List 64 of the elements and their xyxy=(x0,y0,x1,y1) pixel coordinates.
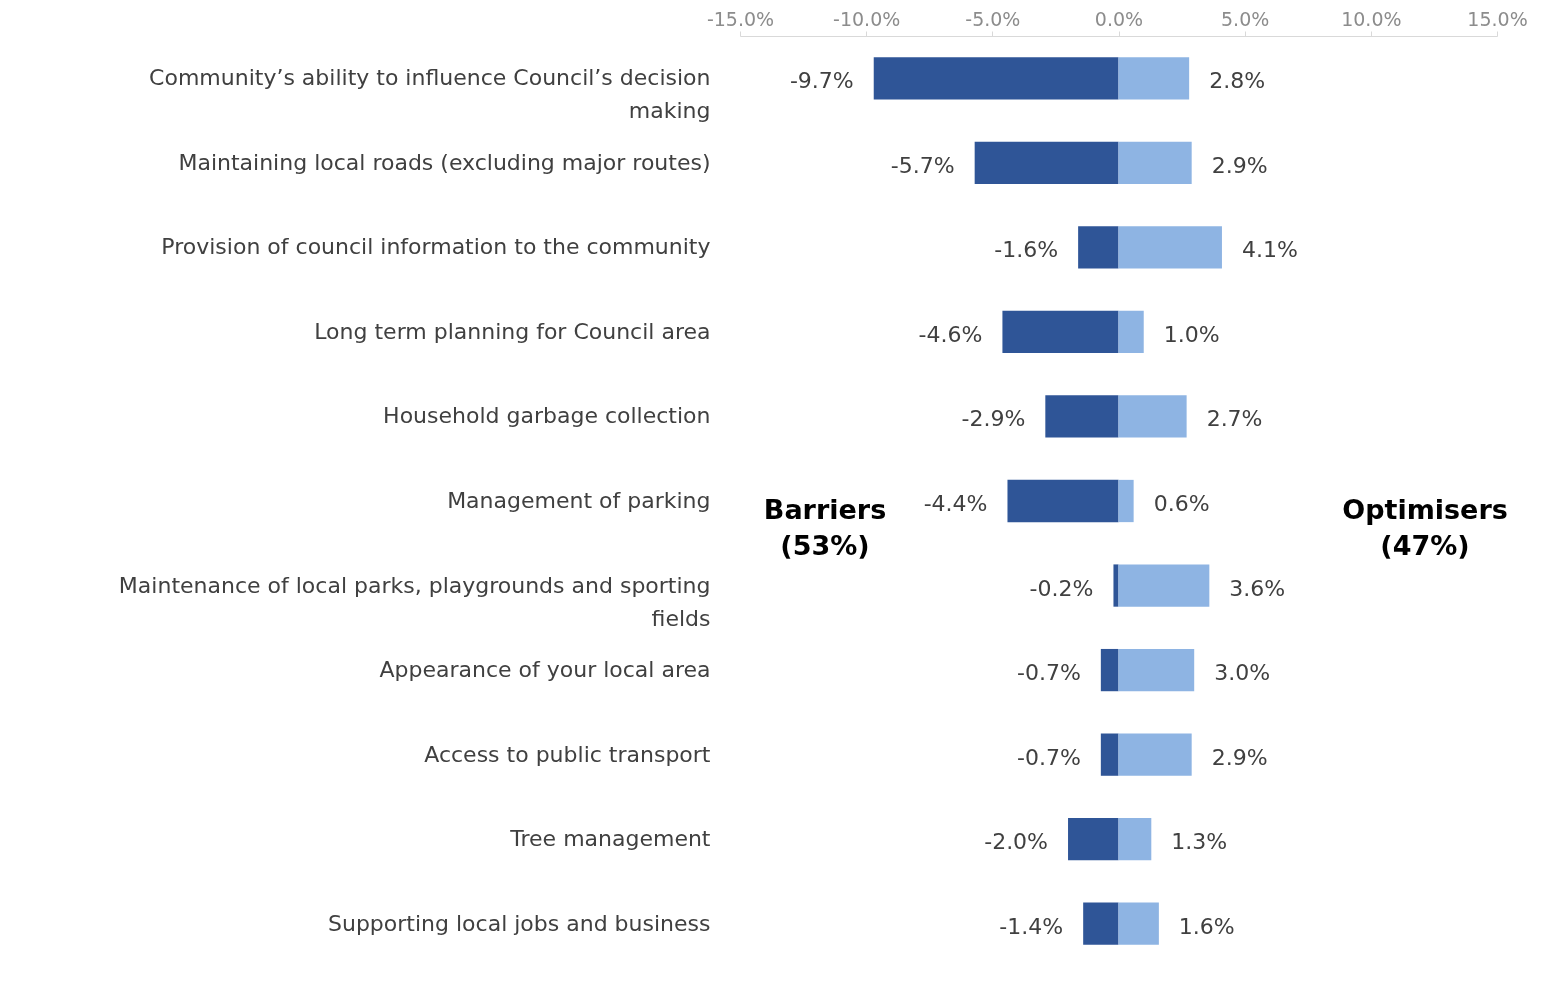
bar xyxy=(1118,818,1152,861)
y-tick-label: Maintaining local roads (excluding major routes) xyxy=(178,149,711,175)
x-tick-label: 5.0% xyxy=(1221,7,1270,30)
data-label: -4.4% xyxy=(923,491,988,516)
data-label: 1.3% xyxy=(1171,829,1228,855)
data-label: 4.1% xyxy=(1241,237,1298,263)
data-label: 0.6% xyxy=(1153,491,1210,516)
data-label: -2.9% xyxy=(961,406,1026,432)
bar xyxy=(1118,733,1192,776)
data-label: -0.7% xyxy=(1016,744,1081,770)
data-label: -9.7% xyxy=(789,68,854,94)
data-label: -4.6% xyxy=(918,321,983,347)
y-tick-label: Community’s ability to influence Council’s decision making xyxy=(149,65,711,124)
data-label: -1.6% xyxy=(994,237,1059,263)
data-label: 1.0% xyxy=(1163,321,1220,347)
x-tick-label: -15.0% xyxy=(706,7,775,30)
bar xyxy=(873,57,1119,100)
bar xyxy=(1100,733,1119,776)
data-label: 3.6% xyxy=(1229,575,1286,601)
y-tick-label: Management of parking xyxy=(447,488,711,513)
bar xyxy=(1045,395,1119,438)
bar xyxy=(974,141,1119,184)
data-label: 2.7% xyxy=(1206,406,1263,432)
data-label: -5.7% xyxy=(890,152,955,178)
y-tick-label: Maintenance of local parks, playgrounds and sporting fields xyxy=(118,572,711,631)
bar xyxy=(1118,310,1144,354)
bar xyxy=(1113,564,1119,607)
x-tick-label: -5.0% xyxy=(965,7,1021,30)
x-tick-label: 10.0% xyxy=(1341,7,1402,30)
bar xyxy=(1078,226,1119,269)
bar xyxy=(1118,564,1210,607)
data-label: 2.9% xyxy=(1211,744,1268,770)
bar xyxy=(1007,479,1119,523)
data-label: -0.7% xyxy=(1016,660,1081,686)
bar xyxy=(1100,648,1119,692)
y-tick-label: Household garbage collection xyxy=(383,403,711,429)
data-label: -2.0% xyxy=(984,829,1049,855)
y-tick-label: Long term planning for Council area xyxy=(314,318,711,344)
data-label: 2.9% xyxy=(1211,152,1268,178)
bar xyxy=(1002,310,1119,354)
bar xyxy=(1118,902,1159,945)
x-tick-label: 0.0% xyxy=(1094,7,1144,30)
bar xyxy=(1068,818,1119,861)
data-label: 1.6% xyxy=(1178,913,1235,939)
bar xyxy=(1118,395,1187,438)
annotation: Optimisers (47%) xyxy=(1342,494,1508,561)
x-tick-label: -10.0% xyxy=(833,7,901,30)
data-label: 2.8% xyxy=(1209,68,1266,94)
y-tick-label: Provision of council information to the community xyxy=(161,234,711,260)
bar xyxy=(1118,57,1190,100)
y-tick-label: Tree management xyxy=(509,826,711,852)
data-label: -1.4% xyxy=(999,913,1064,939)
bar xyxy=(1118,648,1195,692)
x-tick-label: 15.0% xyxy=(1467,7,1528,30)
y-tick-label: Appearance of your local area xyxy=(379,657,711,683)
y-tick-label: Access to public transport xyxy=(424,741,711,767)
bar xyxy=(1118,226,1222,269)
annotation: Barriers (53%) xyxy=(763,494,887,561)
data-label: -0.2% xyxy=(1029,575,1094,601)
data-label: 3.0% xyxy=(1214,660,1271,686)
bar xyxy=(1118,141,1192,184)
y-tick-label: Supporting local jobs and business xyxy=(328,910,711,936)
bar xyxy=(1118,479,1134,523)
bar xyxy=(1083,902,1119,945)
